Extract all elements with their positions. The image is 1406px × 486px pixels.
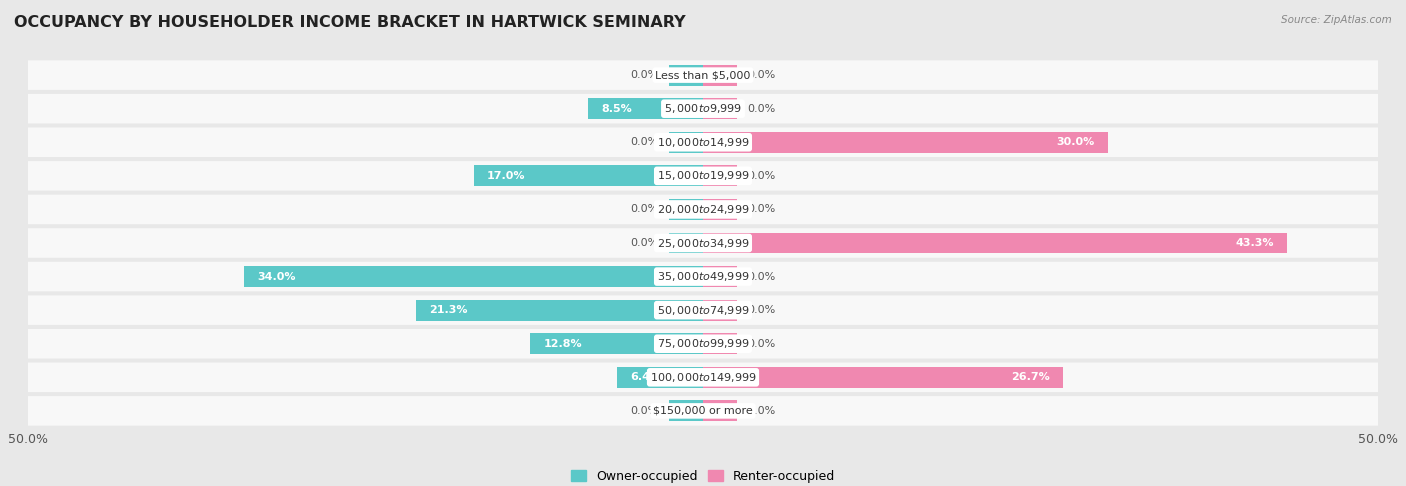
- Text: 21.3%: 21.3%: [429, 305, 468, 315]
- Bar: [669, 199, 703, 220]
- Text: 0.0%: 0.0%: [748, 104, 776, 114]
- Bar: [703, 233, 1288, 253]
- FancyBboxPatch shape: [28, 262, 1378, 291]
- Text: $50,000 to $74,999: $50,000 to $74,999: [657, 304, 749, 317]
- Text: $25,000 to $34,999: $25,000 to $34,999: [657, 237, 749, 249]
- Bar: [617, 367, 703, 388]
- FancyBboxPatch shape: [28, 94, 1378, 123]
- Text: 26.7%: 26.7%: [1011, 372, 1050, 382]
- Text: 0.0%: 0.0%: [748, 305, 776, 315]
- Bar: [703, 333, 737, 354]
- Bar: [703, 400, 737, 421]
- Bar: [245, 266, 703, 287]
- Legend: Owner-occupied, Renter-occupied: Owner-occupied, Renter-occupied: [567, 465, 839, 486]
- Bar: [530, 333, 703, 354]
- Bar: [703, 367, 1063, 388]
- FancyBboxPatch shape: [28, 195, 1378, 224]
- Bar: [703, 165, 737, 186]
- Bar: [703, 199, 737, 220]
- Text: 0.0%: 0.0%: [630, 205, 658, 214]
- FancyBboxPatch shape: [28, 363, 1378, 392]
- Text: OCCUPANCY BY HOUSEHOLDER INCOME BRACKET IN HARTWICK SEMINARY: OCCUPANCY BY HOUSEHOLDER INCOME BRACKET …: [14, 15, 686, 30]
- Text: $10,000 to $14,999: $10,000 to $14,999: [657, 136, 749, 149]
- Text: 0.0%: 0.0%: [630, 238, 658, 248]
- Bar: [669, 132, 703, 153]
- Bar: [703, 98, 737, 119]
- Text: 30.0%: 30.0%: [1056, 137, 1094, 147]
- Text: 0.0%: 0.0%: [630, 406, 658, 416]
- Text: $20,000 to $24,999: $20,000 to $24,999: [657, 203, 749, 216]
- Text: 43.3%: 43.3%: [1236, 238, 1274, 248]
- Text: $150,000 or more: $150,000 or more: [654, 406, 752, 416]
- Text: $100,000 to $149,999: $100,000 to $149,999: [650, 371, 756, 384]
- FancyBboxPatch shape: [28, 60, 1378, 90]
- FancyBboxPatch shape: [28, 228, 1378, 258]
- Bar: [669, 233, 703, 253]
- Text: Less than $5,000: Less than $5,000: [655, 70, 751, 80]
- Text: $35,000 to $49,999: $35,000 to $49,999: [657, 270, 749, 283]
- Bar: [474, 165, 703, 186]
- Text: 0.0%: 0.0%: [748, 406, 776, 416]
- Text: $75,000 to $99,999: $75,000 to $99,999: [657, 337, 749, 350]
- Text: 6.4%: 6.4%: [630, 372, 661, 382]
- Text: 0.0%: 0.0%: [748, 272, 776, 281]
- Bar: [703, 266, 737, 287]
- Text: Source: ZipAtlas.com: Source: ZipAtlas.com: [1281, 15, 1392, 25]
- Text: 0.0%: 0.0%: [748, 339, 776, 349]
- Text: 12.8%: 12.8%: [544, 339, 582, 349]
- FancyBboxPatch shape: [28, 295, 1378, 325]
- FancyBboxPatch shape: [28, 329, 1378, 359]
- Text: $15,000 to $19,999: $15,000 to $19,999: [657, 169, 749, 182]
- FancyBboxPatch shape: [28, 161, 1378, 191]
- Text: 0.0%: 0.0%: [748, 171, 776, 181]
- Bar: [588, 98, 703, 119]
- Bar: [416, 300, 703, 321]
- Text: 8.5%: 8.5%: [602, 104, 633, 114]
- Text: 0.0%: 0.0%: [748, 70, 776, 80]
- FancyBboxPatch shape: [28, 127, 1378, 157]
- Text: 0.0%: 0.0%: [630, 137, 658, 147]
- Text: $5,000 to $9,999: $5,000 to $9,999: [664, 102, 742, 115]
- Bar: [703, 300, 737, 321]
- FancyBboxPatch shape: [28, 396, 1378, 426]
- Text: 0.0%: 0.0%: [630, 70, 658, 80]
- Bar: [669, 400, 703, 421]
- Bar: [703, 132, 1108, 153]
- Text: 17.0%: 17.0%: [486, 171, 526, 181]
- Text: 34.0%: 34.0%: [257, 272, 297, 281]
- Text: 0.0%: 0.0%: [748, 205, 776, 214]
- Bar: [703, 65, 737, 86]
- Bar: [669, 65, 703, 86]
